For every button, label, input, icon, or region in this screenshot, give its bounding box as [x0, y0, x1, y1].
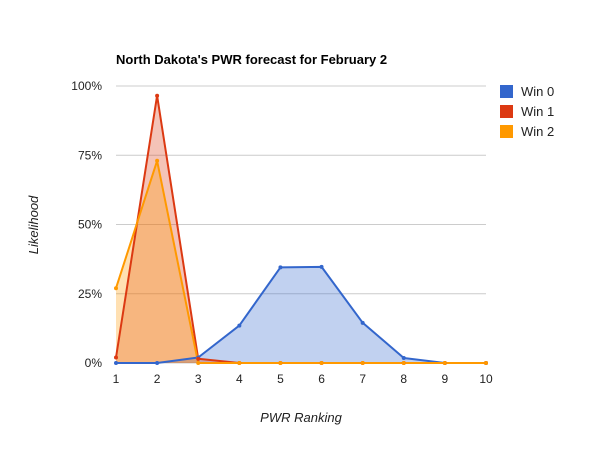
legend-label-win-2: Win 2	[521, 124, 554, 139]
data-point-win-0	[237, 323, 242, 328]
x-axis-title: PWR Ranking	[260, 410, 342, 425]
series-line-win-0	[116, 265, 486, 364]
y-tick-label: 25%	[78, 287, 102, 301]
data-point-win-0	[401, 356, 406, 361]
data-point-win-1	[196, 356, 201, 361]
y-tick-label: 50%	[78, 218, 102, 232]
legend-label-win-0: Win 0	[521, 84, 554, 99]
x-tick-label: 5	[277, 372, 284, 386]
x-tick-label: 8	[400, 372, 407, 386]
y-axis-title: Likelihood	[26, 195, 41, 254]
data-point-win-2	[360, 361, 365, 365]
data-point-win-2	[237, 361, 242, 365]
data-point-win-0	[360, 320, 365, 325]
data-point-win-1	[114, 355, 118, 360]
data-point-win-0	[155, 361, 160, 365]
y-tick-label: 75%	[78, 148, 102, 162]
x-tick-label: 9	[442, 372, 449, 386]
legend-swatch-win-1	[500, 105, 513, 118]
data-point-win-2	[196, 361, 201, 365]
series-area-win-2	[116, 160, 486, 363]
data-point-win-1	[155, 93, 160, 98]
x-tick-label: 1	[113, 372, 120, 386]
x-tick-label: 10	[479, 372, 493, 386]
data-point-win-2	[442, 361, 447, 365]
x-tick-label: 3	[195, 372, 202, 386]
x-tick-label: 7	[359, 372, 366, 386]
y-tick-label: 100%	[71, 79, 102, 93]
data-point-win-2	[319, 361, 324, 365]
data-point-win-0	[278, 265, 283, 270]
series-lines	[115, 94, 486, 364]
legend: Win 0 Win 1 Win 2	[500, 84, 554, 139]
legend-label-win-1: Win 1	[521, 104, 554, 119]
series-area-win-0	[116, 266, 486, 363]
y-tick-labels: 0% 25% 50% 75% 100%	[71, 79, 102, 370]
legend-swatch-win-0	[500, 85, 513, 98]
x-tick-labels: 1 2 3 4 5 6 7 8 9 10	[113, 372, 493, 386]
x-tick-label: 2	[154, 372, 161, 386]
data-point-win-0	[319, 264, 324, 269]
x-tick-label: 4	[236, 372, 243, 386]
x-tick-label: 6	[318, 372, 325, 386]
chart-title: North Dakota's PWR forecast for February…	[116, 52, 387, 67]
data-point-win-2	[484, 361, 488, 365]
legend-swatch-win-2	[500, 125, 513, 138]
data-point-win-2	[155, 158, 160, 163]
data-point-win-2	[278, 361, 283, 365]
y-tick-label: 0%	[85, 356, 103, 370]
data-point-win-2	[114, 286, 118, 291]
series-points	[114, 93, 488, 365]
data-point-win-2	[401, 361, 406, 365]
series-line-win-2	[115, 159, 486, 364]
data-point-win-0	[114, 361, 118, 365]
